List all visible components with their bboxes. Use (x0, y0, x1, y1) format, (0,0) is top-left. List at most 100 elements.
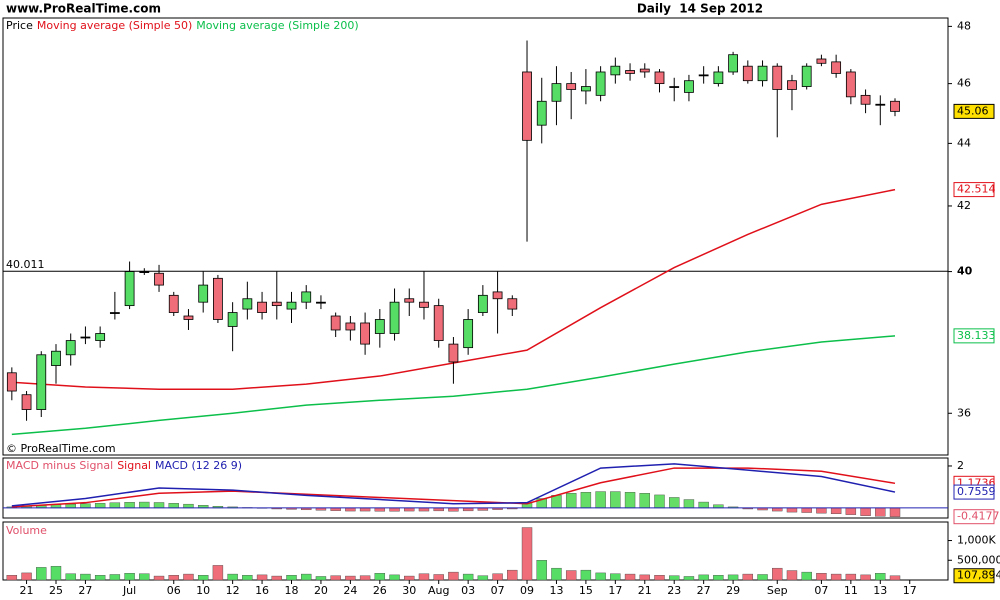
histogram-bar (624, 491, 636, 509)
candle-body (669, 86, 680, 88)
volume-bar (772, 567, 783, 581)
line (11, 335, 896, 436)
candle-body (772, 65, 783, 90)
candle-body (389, 301, 400, 334)
candle-body (536, 100, 547, 126)
line (11, 463, 896, 507)
candle-body (742, 65, 753, 82)
volume-bar (654, 575, 665, 581)
histogram-bar (860, 507, 871, 516)
candle-body (551, 83, 562, 102)
volume-bar (713, 575, 724, 581)
histogram-bar (168, 503, 179, 509)
x-tick-label: 13 (549, 584, 563, 597)
volume-bar (698, 574, 709, 581)
candle-body (860, 94, 871, 105)
volume-bar (551, 567, 562, 581)
candle-body (271, 301, 282, 307)
histogram-bar (786, 507, 798, 513)
x-tick-label: Aug (428, 584, 449, 597)
candle-body (80, 336, 91, 339)
candle-body (698, 74, 709, 77)
candle-body (330, 315, 341, 331)
site: www.ProRealTime.com (6, 2, 161, 16)
volume-bar (727, 574, 739, 581)
legend-entry: MACD minus Signal (6, 459, 113, 472)
histogram-bar (669, 497, 680, 509)
volume-bar (109, 574, 121, 581)
histogram-bar (65, 503, 76, 509)
legend-entry: Price (6, 19, 33, 32)
histogram-bar (94, 503, 106, 509)
volume-bar (212, 565, 224, 581)
volume-bar (242, 575, 253, 581)
y-tick-label: 40 (957, 265, 973, 278)
volume-bar (315, 576, 327, 581)
volume-bar (507, 569, 518, 581)
candle-body (566, 83, 577, 90)
x-tick-label: Sep (767, 584, 788, 597)
candle-body (831, 61, 842, 74)
x-tick-label: 24 (343, 584, 357, 597)
level-label: 40.011 (6, 258, 45, 271)
histogram-bar (565, 493, 577, 509)
value-box (953, 484, 995, 500)
candle-body (404, 298, 415, 303)
candle-body (639, 68, 650, 73)
histogram-bar (595, 491, 606, 509)
histogram-bar (139, 501, 150, 509)
candle-body (213, 277, 223, 320)
candle-body (21, 394, 32, 410)
x-tick-label: 17 (608, 584, 622, 597)
volume-bar (271, 575, 282, 581)
value-box (953, 103, 995, 119)
legend-entry: Volume (6, 524, 47, 537)
histogram-bar (389, 507, 400, 512)
volume-bar (889, 575, 901, 581)
y-tick-label: 2 (957, 459, 964, 472)
x-tick-label: 26 (373, 584, 387, 597)
x-tick-label: 23 (667, 584, 681, 597)
y-tick-label: 36 (957, 406, 971, 419)
candle-body (507, 298, 518, 310)
legend-entry: MACD (12 26 9) (155, 459, 242, 472)
histogram-bar (801, 507, 812, 513)
x-tick-label: 27 (78, 584, 92, 597)
candle-body (95, 333, 106, 341)
candle-body (6, 372, 17, 392)
legend-entry: Moving average (Simple 50) (37, 19, 192, 32)
volume-bar (94, 575, 106, 581)
volume-bar (139, 573, 150, 581)
x-tick-label: 09 (520, 584, 534, 597)
candle-body (124, 271, 135, 307)
histogram-bar (153, 502, 165, 509)
volume-panel (2, 521, 949, 581)
candle-body (492, 291, 503, 300)
value-label: 0.7559 (957, 485, 996, 498)
value-box (953, 328, 995, 344)
volume-bar (875, 573, 886, 581)
candle-body (301, 291, 312, 303)
histogram-bar (816, 507, 827, 514)
line (11, 467, 896, 508)
histogram-bar (610, 491, 621, 509)
volume-bar (36, 567, 47, 581)
candle-body (787, 80, 797, 90)
value-box (953, 182, 995, 198)
histogram-bar (639, 493, 650, 509)
candle-body (109, 312, 120, 314)
candle-body (360, 322, 371, 345)
volume-bar (168, 575, 179, 581)
volume-bar (580, 569, 592, 581)
volume-bar (477, 575, 489, 581)
volume-bar (595, 572, 606, 581)
x-tick-label: Jul (122, 584, 136, 597)
candle-body (286, 301, 297, 310)
volume-bar (6, 575, 18, 581)
volume-bar (786, 570, 798, 581)
value-label: 45.06 (957, 104, 989, 117)
candle-body (433, 305, 444, 341)
legend: Price Moving average (Simple 50) Moving av… (6, 19, 359, 32)
x-tick-label: 30 (402, 584, 416, 597)
